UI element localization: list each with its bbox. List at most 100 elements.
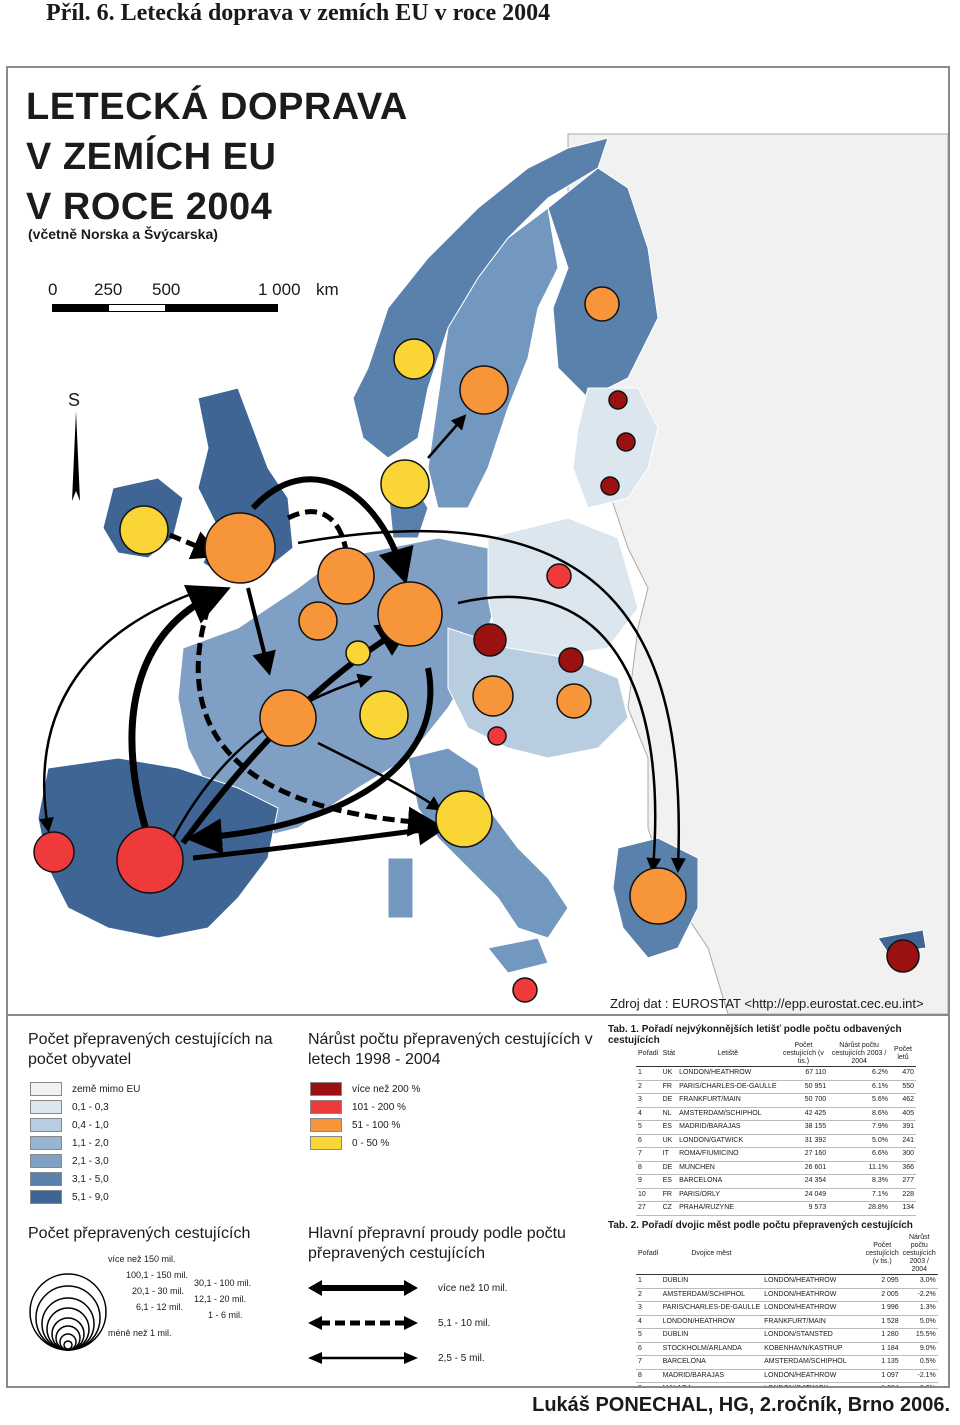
table1-cell: 5	[636, 1120, 661, 1135]
table1-header: Pořadí	[636, 1042, 661, 1067]
table1-cell: 470	[890, 1066, 916, 1081]
table1-cell: BARCELONA	[677, 1174, 779, 1189]
table1-cell: UK	[660, 1066, 678, 1081]
legend-growth-item: 0 - 50 %	[310, 1136, 389, 1150]
legend-population-swatch	[30, 1154, 62, 1168]
table2-cell: LONDON/GATWICK	[762, 1382, 864, 1386]
legend-population-label: země mimo EU	[72, 1083, 141, 1095]
circle-label-2: 100,1 - 150 mil.	[126, 1270, 189, 1280]
legend-flow-dashed-label: 5,1 - 10 mil.	[438, 1317, 491, 1329]
legend-flow-thin: 2,5 - 5 mil.	[308, 1348, 485, 1368]
table-row: 7 IT ROMA/FIUMICINO 27 160 6.6% 300	[636, 1147, 916, 1162]
scale-label-250: 250	[94, 280, 123, 299]
table1-cell: CZ	[660, 1201, 678, 1216]
table-row: 5 ES MADRID/BARAJAS 38 155 7.9% 391	[636, 1120, 916, 1135]
table1-header: Letiště	[677, 1042, 779, 1067]
legend-population-label: 1,1 - 2,0	[72, 1137, 109, 1149]
table1-cell: 27	[636, 1201, 661, 1216]
scale-label-1000: 1 000	[258, 280, 301, 299]
table2-cell: 8	[636, 1369, 661, 1383]
table2-cell: 1	[636, 1274, 661, 1289]
legend-population-swatch	[30, 1082, 62, 1096]
airport-copenhagen	[380, 459, 430, 509]
table2-cell: DUBLIN	[660, 1274, 763, 1289]
table-row: 8 MADRID/BARAJAS LONDON/HEATHROW 1 097 -2.1%	[636, 1369, 938, 1383]
table1-cell: IT	[660, 1147, 678, 1162]
table-row: 2 AMSTERDAM/SCHIPHOL LONDON/HEATHROW 2 005-…	[636, 1288, 938, 1302]
legend-growth-heading: Nárůst počtu přepravených cestujících v …	[308, 1031, 593, 1068]
table1-cell: MADRID/BARAJAS	[677, 1120, 779, 1135]
table-row: 8 DE MUNCHEN 26 601 11.1% 366	[636, 1161, 916, 1175]
table1-header: Stát	[660, 1042, 678, 1067]
table1-cell: UK	[660, 1134, 678, 1148]
country-baltics	[572, 387, 659, 509]
table1-cell: 10	[636, 1188, 661, 1202]
flow-london-frankfurt	[250, 476, 414, 585]
table1-cell: MUNCHEN	[677, 1161, 779, 1175]
north-arrow: S	[68, 390, 88, 506]
flow-london-lisbon	[38, 586, 209, 833]
table1-cell: 5.0%	[828, 1134, 891, 1148]
table1-cell: 7.1%	[828, 1188, 891, 1202]
double-arrow-thin-icon	[308, 1352, 418, 1364]
legend-growth-swatch	[310, 1100, 342, 1114]
table1-cell: 42 425	[778, 1107, 829, 1121]
table1-cell: PRAHA/RUZYNE	[677, 1201, 779, 1216]
table2-cell: 9	[636, 1382, 661, 1386]
legend-population-label: 2,1 - 3,0	[72, 1155, 109, 1167]
table2-cell: KOBENHAVN/KASTRUP	[762, 1342, 864, 1356]
country-central-east	[447, 627, 629, 759]
table2-cell: 1 135	[863, 1355, 901, 1370]
airport-dublin	[119, 505, 169, 555]
table1-cell: 50 951	[778, 1080, 829, 1094]
table-row: 3 PARIS/CHARLES-DE-GAULLE LONDON/HEATHROW 1…	[636, 1301, 938, 1316]
table1-cell: 9 573	[778, 1201, 829, 1216]
table2-header: Pořadí	[636, 1234, 661, 1275]
airport-frankfurt	[377, 581, 443, 647]
north-label: S	[68, 390, 81, 410]
table2-cell: LONDON/HEATHROW	[660, 1315, 763, 1329]
table2-cell: -3.2%	[900, 1382, 938, 1386]
table1-cell: 6.1%	[828, 1080, 891, 1094]
table1-cell: LONDON/GATWICK	[677, 1134, 779, 1148]
airport-warsaw	[546, 563, 572, 589]
table2-cell: 9.0%	[900, 1342, 938, 1356]
table1-cell: 134	[890, 1201, 916, 1216]
table1-cell: ROMA/FIUMICINO	[677, 1147, 779, 1162]
scale-bar: 0 250 500 1 000 km	[48, 280, 348, 320]
table-row: 1 DUBLIN LONDON/HEATHROW 2 095 3.0%	[636, 1274, 938, 1289]
legend-population-swatch	[30, 1172, 62, 1186]
table1-cell: PARIS/CHARLES-DE-GAULLE	[677, 1080, 779, 1094]
country-finland	[547, 167, 659, 399]
table2-header	[762, 1234, 864, 1275]
map-frame: LETECKÁ DOPRAVA V ZEMÍCH EU V ROCE 2004 …	[6, 66, 950, 1388]
table2-cell: 2	[636, 1288, 661, 1302]
table1-cell: 277	[890, 1174, 916, 1189]
table2-header: Počet cestujících (v tis.)	[863, 1234, 901, 1275]
legend-population-item: 3,1 - 5,0	[30, 1172, 109, 1186]
airport-tallinn	[608, 390, 628, 410]
airport-helsinki	[584, 286, 620, 322]
legend-growth-label: 0 - 50 %	[352, 1137, 390, 1149]
table1-cell: 366	[890, 1161, 916, 1175]
table2-cell: 5	[636, 1328, 661, 1343]
table1-cell: 405	[890, 1107, 916, 1121]
table1-cell: 11.1%	[828, 1161, 891, 1175]
circle-label-7: 1 - 6 mil.	[208, 1310, 243, 1320]
table2-header: Dvojice měst	[660, 1234, 763, 1275]
flow-paris-rome	[317, 741, 443, 811]
table1-cell: 27 160	[778, 1147, 829, 1162]
table1-cell: 8.6%	[828, 1107, 891, 1121]
table-row: 27 CZ PRAHA/RUZYNE 9 573 28.8% 134	[636, 1201, 916, 1216]
table1-title: Tab. 1. Pořadí nejvýkonnějších letišť po…	[608, 1024, 902, 1046]
table2-cell: LONDON/HEATHROW	[762, 1274, 864, 1289]
table-airports: Pořadí Stát Letiště Počet cestujících (v ti…	[636, 1042, 916, 1216]
table2-cell: 3.0%	[900, 1274, 938, 1289]
table1-cell: 6.2%	[828, 1066, 891, 1081]
table1-cell: FR	[660, 1080, 678, 1094]
map-subtitle: (včetně Norska a Švýcarska)	[28, 226, 218, 242]
circle-label-6: 6,1 - 12 mil.	[136, 1302, 184, 1312]
legend-flow-dashed: 5,1 - 10 mil.	[308, 1313, 490, 1333]
table2-cell: 4	[636, 1315, 661, 1329]
table1-cell: ES	[660, 1174, 678, 1189]
